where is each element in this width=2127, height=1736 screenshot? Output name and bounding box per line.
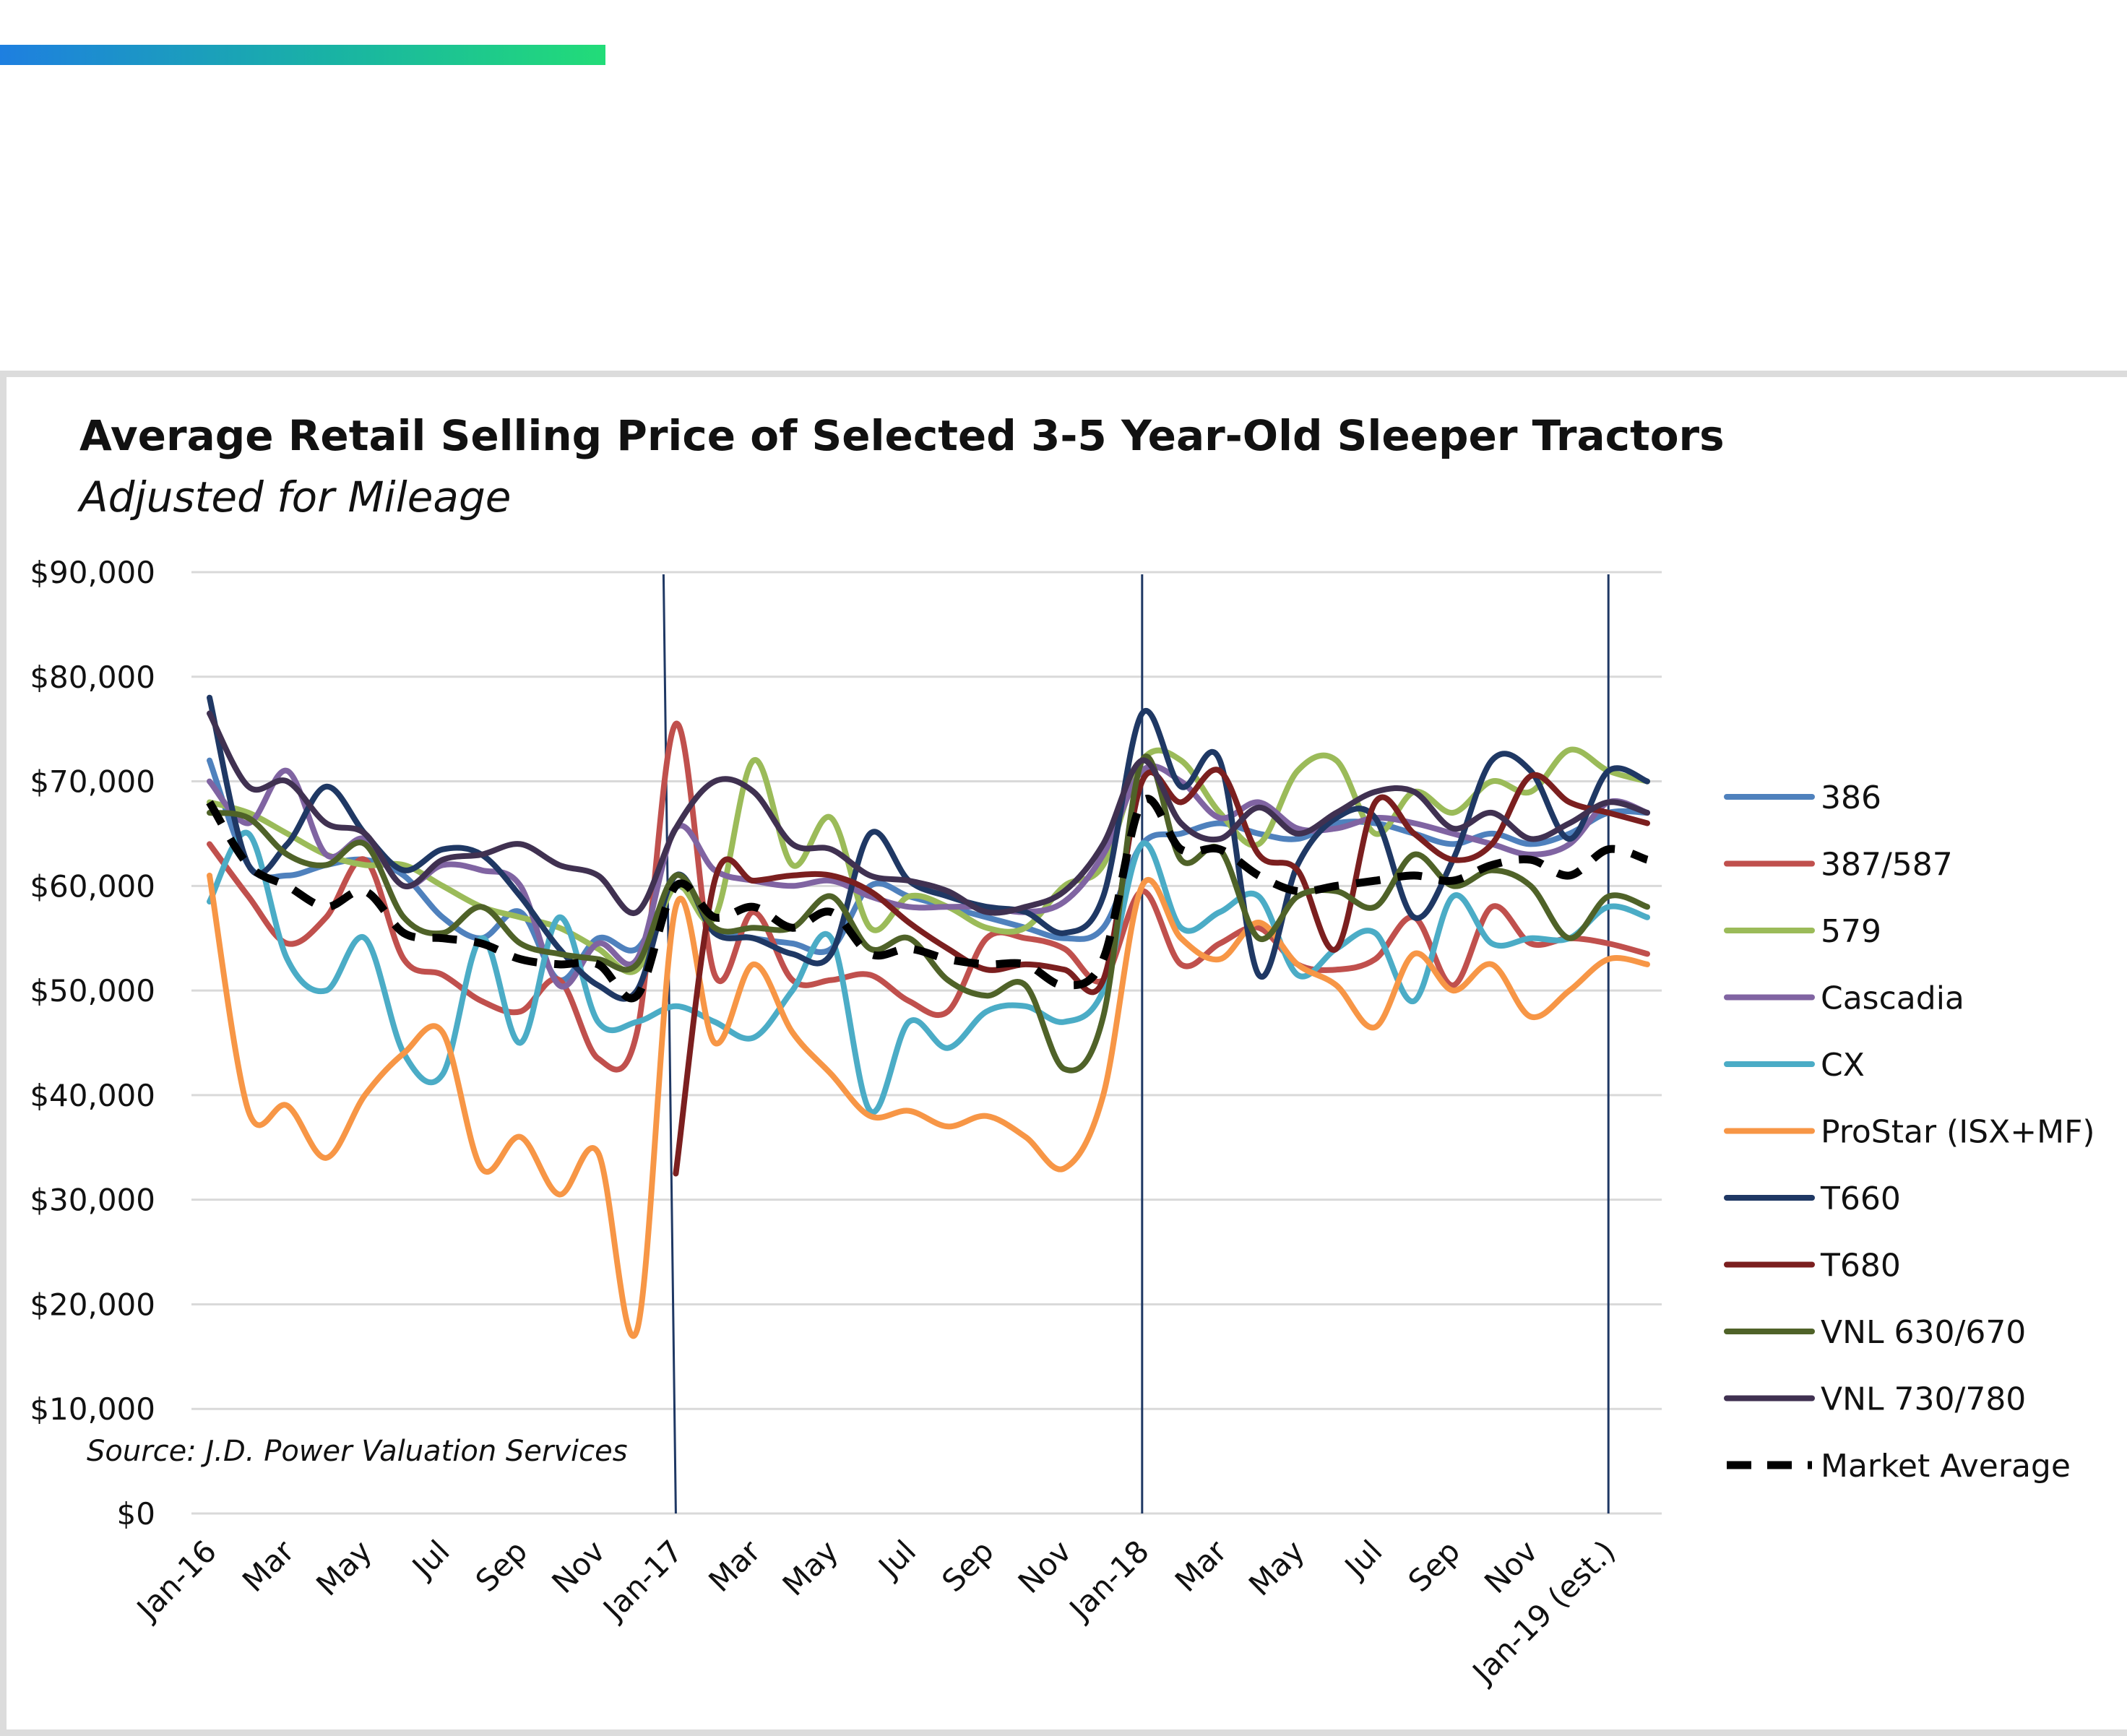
x-tick-label: Sep	[935, 1533, 1001, 1599]
x-tick-label: Jul	[404, 1533, 457, 1586]
y-tick-label: $0	[117, 1496, 155, 1532]
legend-label: T680	[1820, 1248, 1901, 1284]
source-note: Source: J.D. Power Valuation Services	[87, 1435, 628, 1468]
y-axis: $0 $10,000 $20,000 $30,000 $40,000 $50,000 $60…	[30, 555, 155, 1532]
x-tick-label: Nov	[1011, 1533, 1079, 1600]
legend-label: 386	[1821, 780, 1881, 816]
y-tick-label: $90,000	[30, 555, 155, 590]
y-tick-label: $50,000	[30, 973, 155, 1009]
series-line-386	[207, 757, 1650, 983]
x-tick-label: May	[1242, 1533, 1311, 1602]
legend: 386 387/587 579 Cascadia CX ProStar (ISX+MF) T…	[1724, 780, 2095, 1485]
legend-label: 387/587	[1821, 847, 1953, 884]
y-tick-label: $20,000	[30, 1287, 155, 1322]
legend-label: Market Average	[1821, 1448, 2071, 1485]
x-tick-label: Sep	[1402, 1533, 1467, 1599]
legend-label: VNL 730/780	[1821, 1381, 2026, 1418]
legend-label: 579	[1821, 913, 1881, 950]
x-tick-label: May	[776, 1533, 845, 1602]
legend-label: Cascadia	[1821, 980, 1964, 1017]
y-tick-label: $70,000	[30, 764, 155, 800]
period-divider	[662, 574, 677, 1514]
y-tick-label: $10,000	[30, 1391, 155, 1427]
chart-title: Average Retail Selling Price of Selected…	[79, 411, 1725, 460]
x-tick-label: Nov	[1477, 1533, 1545, 1600]
y-tick-label: $40,000	[30, 1078, 155, 1113]
x-tick-label: Jul	[871, 1533, 923, 1586]
legend-label: T660	[1820, 1180, 1901, 1217]
x-tick-label: Mar	[1168, 1533, 1234, 1599]
x-tick-label: May	[309, 1533, 379, 1602]
x-tick-label: Nov	[545, 1533, 612, 1600]
chart-subtitle: Adjusted for Mileage	[77, 472, 511, 522]
series-line-387-587	[207, 720, 1650, 1073]
period-dividers	[662, 574, 1610, 1514]
x-tick-label: Jan-18	[1061, 1533, 1156, 1628]
series-line-prostar-isx-mf	[207, 872, 1650, 1339]
x-tick-label: Sep	[469, 1533, 535, 1599]
chart-panel	[0, 371, 2127, 1736]
legend-label: ProStar (ISX+MF)	[1821, 1114, 2095, 1151]
series-line-cx	[207, 829, 1650, 1115]
series-line-vnl-730-780	[207, 710, 1650, 916]
series-line-vnl-630-670	[207, 753, 1650, 1074]
series-lines	[206, 694, 1650, 1339]
x-tick-label: Jan-16	[129, 1533, 223, 1628]
x-tick-label: Jan-17	[595, 1533, 689, 1628]
accent-bar	[0, 45, 605, 65]
x-tick-label: Jan-19 (est.)	[1464, 1533, 1623, 1691]
x-tick-label: Mar	[702, 1533, 767, 1599]
y-tick-label: $30,000	[30, 1183, 155, 1218]
legend-label: CX	[1821, 1047, 1865, 1084]
legend-label: VNL 630/670	[1821, 1314, 2026, 1351]
series-line-market-average	[206, 795, 1649, 1003]
x-tick-label: Mar	[236, 1533, 301, 1599]
y-tick-label: $80,000	[30, 660, 155, 695]
x-tick-label: Jul	[1337, 1533, 1389, 1586]
y-tick-label: $60,000	[30, 868, 155, 904]
